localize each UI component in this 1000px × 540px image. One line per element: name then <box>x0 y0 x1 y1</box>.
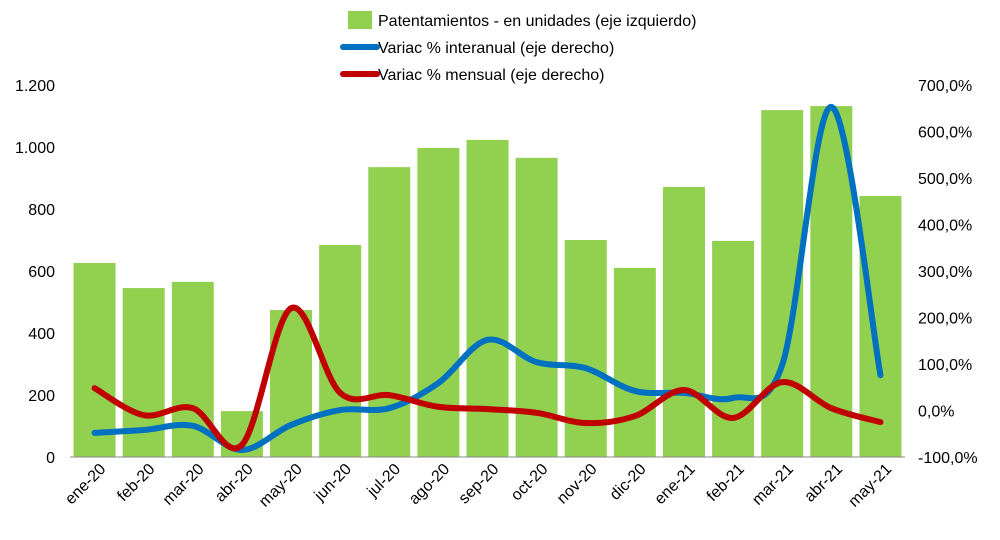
bar-sep-20 <box>466 139 509 457</box>
left-tick-label: 0 <box>46 450 55 467</box>
x-tick-label: abr-20 <box>212 461 257 506</box>
legend: Patentamientos - en unidades (eje izquie… <box>340 11 696 84</box>
bar-jul-20 <box>368 167 411 457</box>
x-tick-label: oct-20 <box>508 461 552 505</box>
left-tick-label: 800 <box>28 202 55 219</box>
right-tick-label: 500,0% <box>918 171 972 188</box>
x-tick-label: may-20 <box>256 461 306 511</box>
x-tick-label: may-21 <box>846 461 896 511</box>
bar-may-21 <box>859 195 902 458</box>
bar-ene-21 <box>662 186 705 458</box>
bars <box>73 106 902 458</box>
right-tick-label: 300,0% <box>918 264 972 281</box>
legend-bar-swatch <box>348 11 372 29</box>
line-mensual <box>91 304 884 452</box>
x-tick-label: abr-21 <box>801 461 846 506</box>
left-tick-label: 200 <box>28 388 55 405</box>
right-tick-label: 0,0% <box>918 404 954 421</box>
bar-jun-20 <box>319 244 362 457</box>
x-axis: ene-20 feb-20 mar-20 abr-20 may-20 jun-20 jul-… <box>62 456 905 511</box>
x-tick-label: ene-20 <box>62 461 109 508</box>
left-tick-label: 1.000 <box>15 140 55 157</box>
right-tick-label: 100,0% <box>918 357 972 374</box>
right-tick-label: 700,0% <box>918 78 972 95</box>
right-tick-label: 600,0% <box>918 125 972 142</box>
x-tick-label: feb-21 <box>704 461 748 505</box>
x-tick-label: mar-20 <box>160 461 208 509</box>
lines <box>91 103 884 454</box>
bar-ene-20 <box>73 262 116 457</box>
x-tick-label: ene-21 <box>652 461 699 508</box>
x-tick-label: sep-20 <box>456 461 503 508</box>
line-interanual <box>91 103 884 454</box>
x-tick-label: jun-20 <box>311 461 355 505</box>
left-tick-label: 400 <box>28 326 55 343</box>
legend-label: Variac % interanual (eje derecho) <box>378 40 614 57</box>
left-tick-label: 1.200 <box>15 78 55 95</box>
x-tick-label: ago-20 <box>406 461 453 508</box>
x-tick-label: mar-21 <box>749 461 797 509</box>
bar-oct-20 <box>515 157 558 457</box>
bar-dic-20 <box>613 267 656 457</box>
legend-label: Variac % mensual (eje derecho) <box>378 67 604 84</box>
x-tick-label: nov-20 <box>554 461 601 508</box>
left-axis: 0 200 400 600 800 1.000 1.200 <box>15 78 55 467</box>
bar-feb-21 <box>712 240 755 457</box>
right-tick-label: 200,0% <box>918 311 972 328</box>
right-tick-label: 400,0% <box>918 218 972 235</box>
x-tick-label: dic-20 <box>607 461 650 504</box>
left-tick-label: 600 <box>28 264 55 281</box>
right-tick-label: -100,0% <box>918 450 978 467</box>
x-tick-label: jul-20 <box>364 461 404 501</box>
x-tick-label: feb-20 <box>114 461 158 505</box>
legend-label: Patentamientos - en unidades (eje izquie… <box>378 13 696 30</box>
right-axis: -100,0% 0,0% 100,0% 200,0% 300,0% 400,0% 500,0… <box>918 78 978 467</box>
